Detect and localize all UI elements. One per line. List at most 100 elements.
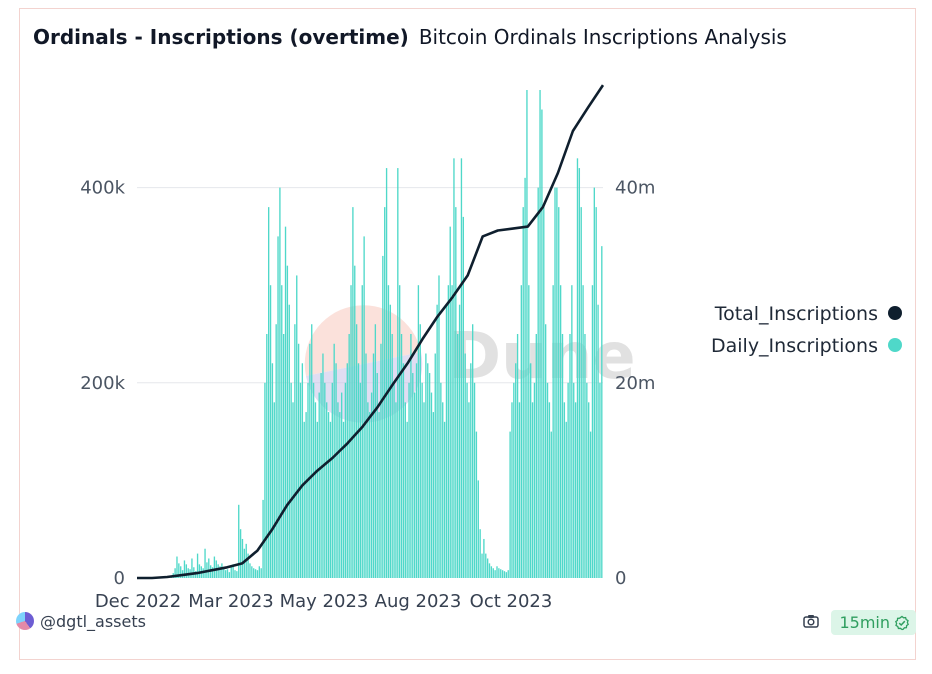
daily-bar xyxy=(430,392,433,578)
chart-legend: Total_Inscriptions Daily_Inscriptions xyxy=(711,298,902,362)
daily-bar xyxy=(269,285,272,578)
daily-bar xyxy=(567,382,569,578)
daily-bar xyxy=(462,216,464,578)
daily-bar xyxy=(326,402,328,578)
daily-bar xyxy=(573,382,575,578)
daily-bar xyxy=(314,402,317,578)
daily-bar xyxy=(544,324,547,578)
daily-bar xyxy=(475,431,478,578)
daily-bar xyxy=(370,392,373,578)
daily-bar xyxy=(498,568,500,578)
daily-bar xyxy=(339,412,341,578)
footer-actions: 15min xyxy=(803,610,916,635)
daily-bar xyxy=(464,353,466,578)
daily-bar xyxy=(309,343,311,578)
y-left-tick-label: 400k xyxy=(80,178,125,199)
daily-bar xyxy=(361,285,363,578)
daily-bar xyxy=(350,285,352,578)
daily-bar xyxy=(258,566,260,578)
chart-subtitle: Bitcoin Ordinals Inscriptions Analysis xyxy=(418,25,787,49)
y-right-tick-label: 40m xyxy=(615,178,655,199)
daily-bar xyxy=(191,558,193,578)
daily-bar xyxy=(496,566,498,578)
daily-bar xyxy=(281,285,283,578)
daily-bar xyxy=(561,334,564,578)
daily-bar xyxy=(503,571,506,578)
daily-bar xyxy=(279,187,281,578)
daily-bar xyxy=(443,421,446,578)
total-inscriptions-line xyxy=(137,84,605,580)
daily-bar xyxy=(457,334,459,578)
refresh-badge[interactable]: 15min xyxy=(831,610,916,635)
daily-bar xyxy=(271,363,274,578)
daily-bar xyxy=(419,324,421,578)
daily-bar xyxy=(348,334,350,578)
legend-item-daily[interactable]: Daily_Inscriptions xyxy=(711,330,902,362)
daily-bar xyxy=(204,548,206,578)
daily-bar xyxy=(571,285,573,578)
daily-bar xyxy=(507,570,509,578)
daily-bar xyxy=(451,285,453,578)
daily-bar xyxy=(402,363,405,578)
daily-bar xyxy=(331,382,333,578)
legend-dot-daily-icon xyxy=(888,337,902,352)
daily-bar xyxy=(178,563,180,578)
daily-bar xyxy=(501,570,504,578)
legend-item-total[interactable]: Total_Inscriptions xyxy=(711,298,902,330)
daily-bar xyxy=(584,334,586,578)
daily-bar xyxy=(500,569,502,578)
daily-bar xyxy=(589,431,592,578)
author-link[interactable]: @dgtl_assets xyxy=(16,611,146,632)
daily-bar xyxy=(196,553,199,578)
daily-bar xyxy=(277,236,279,578)
daily-bar xyxy=(591,285,594,578)
chart-title[interactable]: Ordinals - Inscriptions (overtime) xyxy=(33,25,409,49)
daily-bar xyxy=(574,402,577,578)
daily-bar xyxy=(565,421,567,578)
daily-bar xyxy=(432,412,435,578)
check-circle-icon xyxy=(894,615,910,630)
daily-bar xyxy=(481,553,483,578)
daily-bar xyxy=(400,334,403,578)
daily-bar xyxy=(541,109,543,579)
daily-bar xyxy=(447,285,450,578)
daily-bar xyxy=(254,569,257,578)
daily-bar xyxy=(539,90,541,578)
daily-bar xyxy=(520,285,522,578)
legend-label-daily: Daily_Inscriptions xyxy=(710,335,878,357)
daily-bar xyxy=(224,570,227,578)
daily-bar xyxy=(297,343,300,578)
daily-bar xyxy=(511,402,513,578)
y-right-tick-label: 20m xyxy=(615,373,655,394)
daily-bar xyxy=(296,275,298,578)
daily-bar xyxy=(479,529,481,578)
daily-bar xyxy=(490,566,493,578)
daily-bar xyxy=(243,548,246,578)
daily-bar xyxy=(483,538,485,578)
daily-bar xyxy=(384,207,386,578)
daily-bar xyxy=(247,553,249,578)
camera-icon[interactable] xyxy=(803,613,820,632)
legend-dot-total-icon xyxy=(888,305,902,320)
daily-bar xyxy=(385,168,388,578)
daily-bar xyxy=(363,236,365,578)
y-axis-right: 0 20m 40m xyxy=(615,178,655,589)
daily-bar xyxy=(438,275,440,578)
daily-bar xyxy=(458,304,461,578)
daily-bar xyxy=(355,324,358,578)
daily-bar xyxy=(226,569,229,578)
daily-inscriptions-bars xyxy=(170,90,603,579)
daily-bar xyxy=(382,255,384,579)
daily-bar xyxy=(219,566,221,578)
daily-bar xyxy=(340,392,343,578)
daily-bar xyxy=(552,285,554,578)
daily-bar xyxy=(593,187,595,578)
daily-bar xyxy=(337,402,339,578)
daily-bar xyxy=(369,412,371,578)
daily-bar xyxy=(221,563,223,578)
daily-bar xyxy=(185,564,188,578)
daily-bar xyxy=(513,382,515,578)
author-name: @dgtl_assets xyxy=(40,612,146,631)
daily-bar xyxy=(249,563,251,578)
daily-bar xyxy=(282,334,285,578)
